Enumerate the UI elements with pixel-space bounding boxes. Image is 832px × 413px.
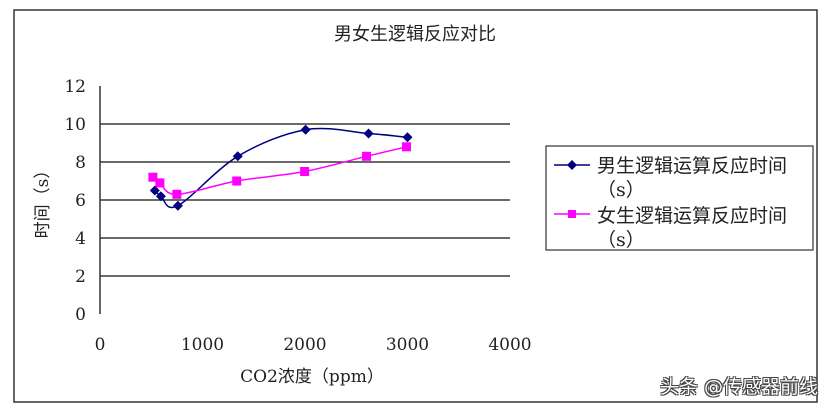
legend-label-female: 女生逻辑运算反应时间 xyxy=(597,205,787,227)
watermark: 头条 @传感器前线 xyxy=(659,376,818,398)
data-point-male xyxy=(155,191,166,202)
y-tick-label: 8 xyxy=(75,153,86,173)
y-tick-label: 4 xyxy=(75,229,86,249)
legend-label-female-unit: （s） xyxy=(597,229,645,251)
data-point-female xyxy=(300,167,310,176)
data-point-female xyxy=(148,172,158,182)
y-tick-label: 0 xyxy=(75,305,86,325)
legend-label-male-unit: （s） xyxy=(597,179,645,201)
y-tick-label: 2 xyxy=(75,267,86,287)
x-tick-label: 2000 xyxy=(283,335,326,355)
data-point-male xyxy=(172,200,183,211)
data-point-male xyxy=(363,128,374,139)
legend-marker-female xyxy=(568,210,576,218)
legend: 男生逻辑运算反应时间 （s） 女生逻辑运算反应时间 （s） xyxy=(545,145,814,251)
x-tick-label: 0 xyxy=(95,335,106,355)
chart-title: 男女生逻辑反应对比 xyxy=(334,24,496,45)
y-tick-label: 6 xyxy=(75,191,86,211)
legend-marker-male xyxy=(567,160,577,170)
data-point-male xyxy=(300,124,311,135)
x-tick-label: 1000 xyxy=(181,335,224,355)
data-point-male xyxy=(149,185,160,196)
data-point-female xyxy=(401,142,411,152)
y-tick-label: 12 xyxy=(64,77,86,97)
data-point-female xyxy=(172,189,182,199)
data-point-female xyxy=(155,178,165,188)
y-tick-label: 10 xyxy=(64,115,86,135)
x-tick-label: 4000 xyxy=(488,335,531,355)
data-point-female xyxy=(362,151,371,161)
legend-box xyxy=(545,145,814,251)
y-axis-label: 时间（s） xyxy=(33,162,53,239)
data-point-female xyxy=(232,176,242,186)
data-point-male xyxy=(232,151,243,162)
legend-label-male: 男生逻辑运算反应时间 xyxy=(597,155,787,177)
x-axis-label: CO2浓度（ppm） xyxy=(240,367,384,387)
x-tick-label: 3000 xyxy=(386,335,429,355)
data-point-male xyxy=(402,132,413,143)
